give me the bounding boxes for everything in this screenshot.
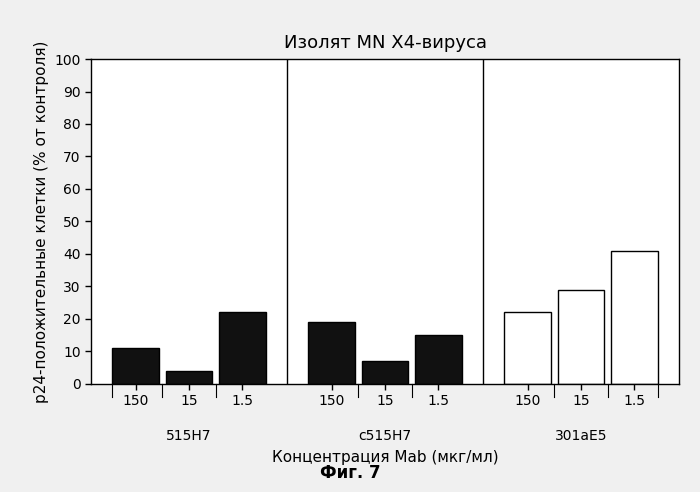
Text: Фиг. 7: Фиг. 7 <box>320 464 380 482</box>
Text: 301aE5: 301aE5 <box>554 429 608 443</box>
Y-axis label: p24-положительные клетки (% от контроля): p24-положительные клетки (% от контроля) <box>34 40 49 402</box>
Bar <box>309 322 355 384</box>
Bar <box>611 250 657 384</box>
Bar <box>166 371 212 384</box>
Bar <box>415 335 461 384</box>
Text: 515H7: 515H7 <box>167 429 211 443</box>
Bar <box>505 312 551 384</box>
Bar <box>362 361 408 384</box>
Bar <box>558 290 604 384</box>
Text: c515H7: c515H7 <box>358 429 412 443</box>
Title: Изолят MN X4-вируса: Изолят MN X4-вируса <box>284 34 486 52</box>
Bar <box>113 348 159 384</box>
Bar <box>219 312 265 384</box>
X-axis label: Концентрация Mab (мкг/мл): Концентрация Mab (мкг/мл) <box>272 450 498 465</box>
